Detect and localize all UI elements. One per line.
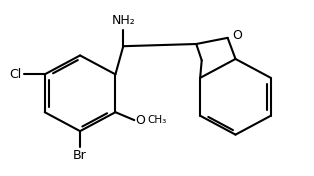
Text: Br: Br	[73, 149, 87, 162]
Text: NH₂: NH₂	[111, 14, 135, 27]
Text: CH₃: CH₃	[148, 115, 167, 125]
Text: O: O	[232, 29, 242, 42]
Text: O: O	[135, 114, 145, 127]
Text: Cl: Cl	[9, 68, 22, 81]
